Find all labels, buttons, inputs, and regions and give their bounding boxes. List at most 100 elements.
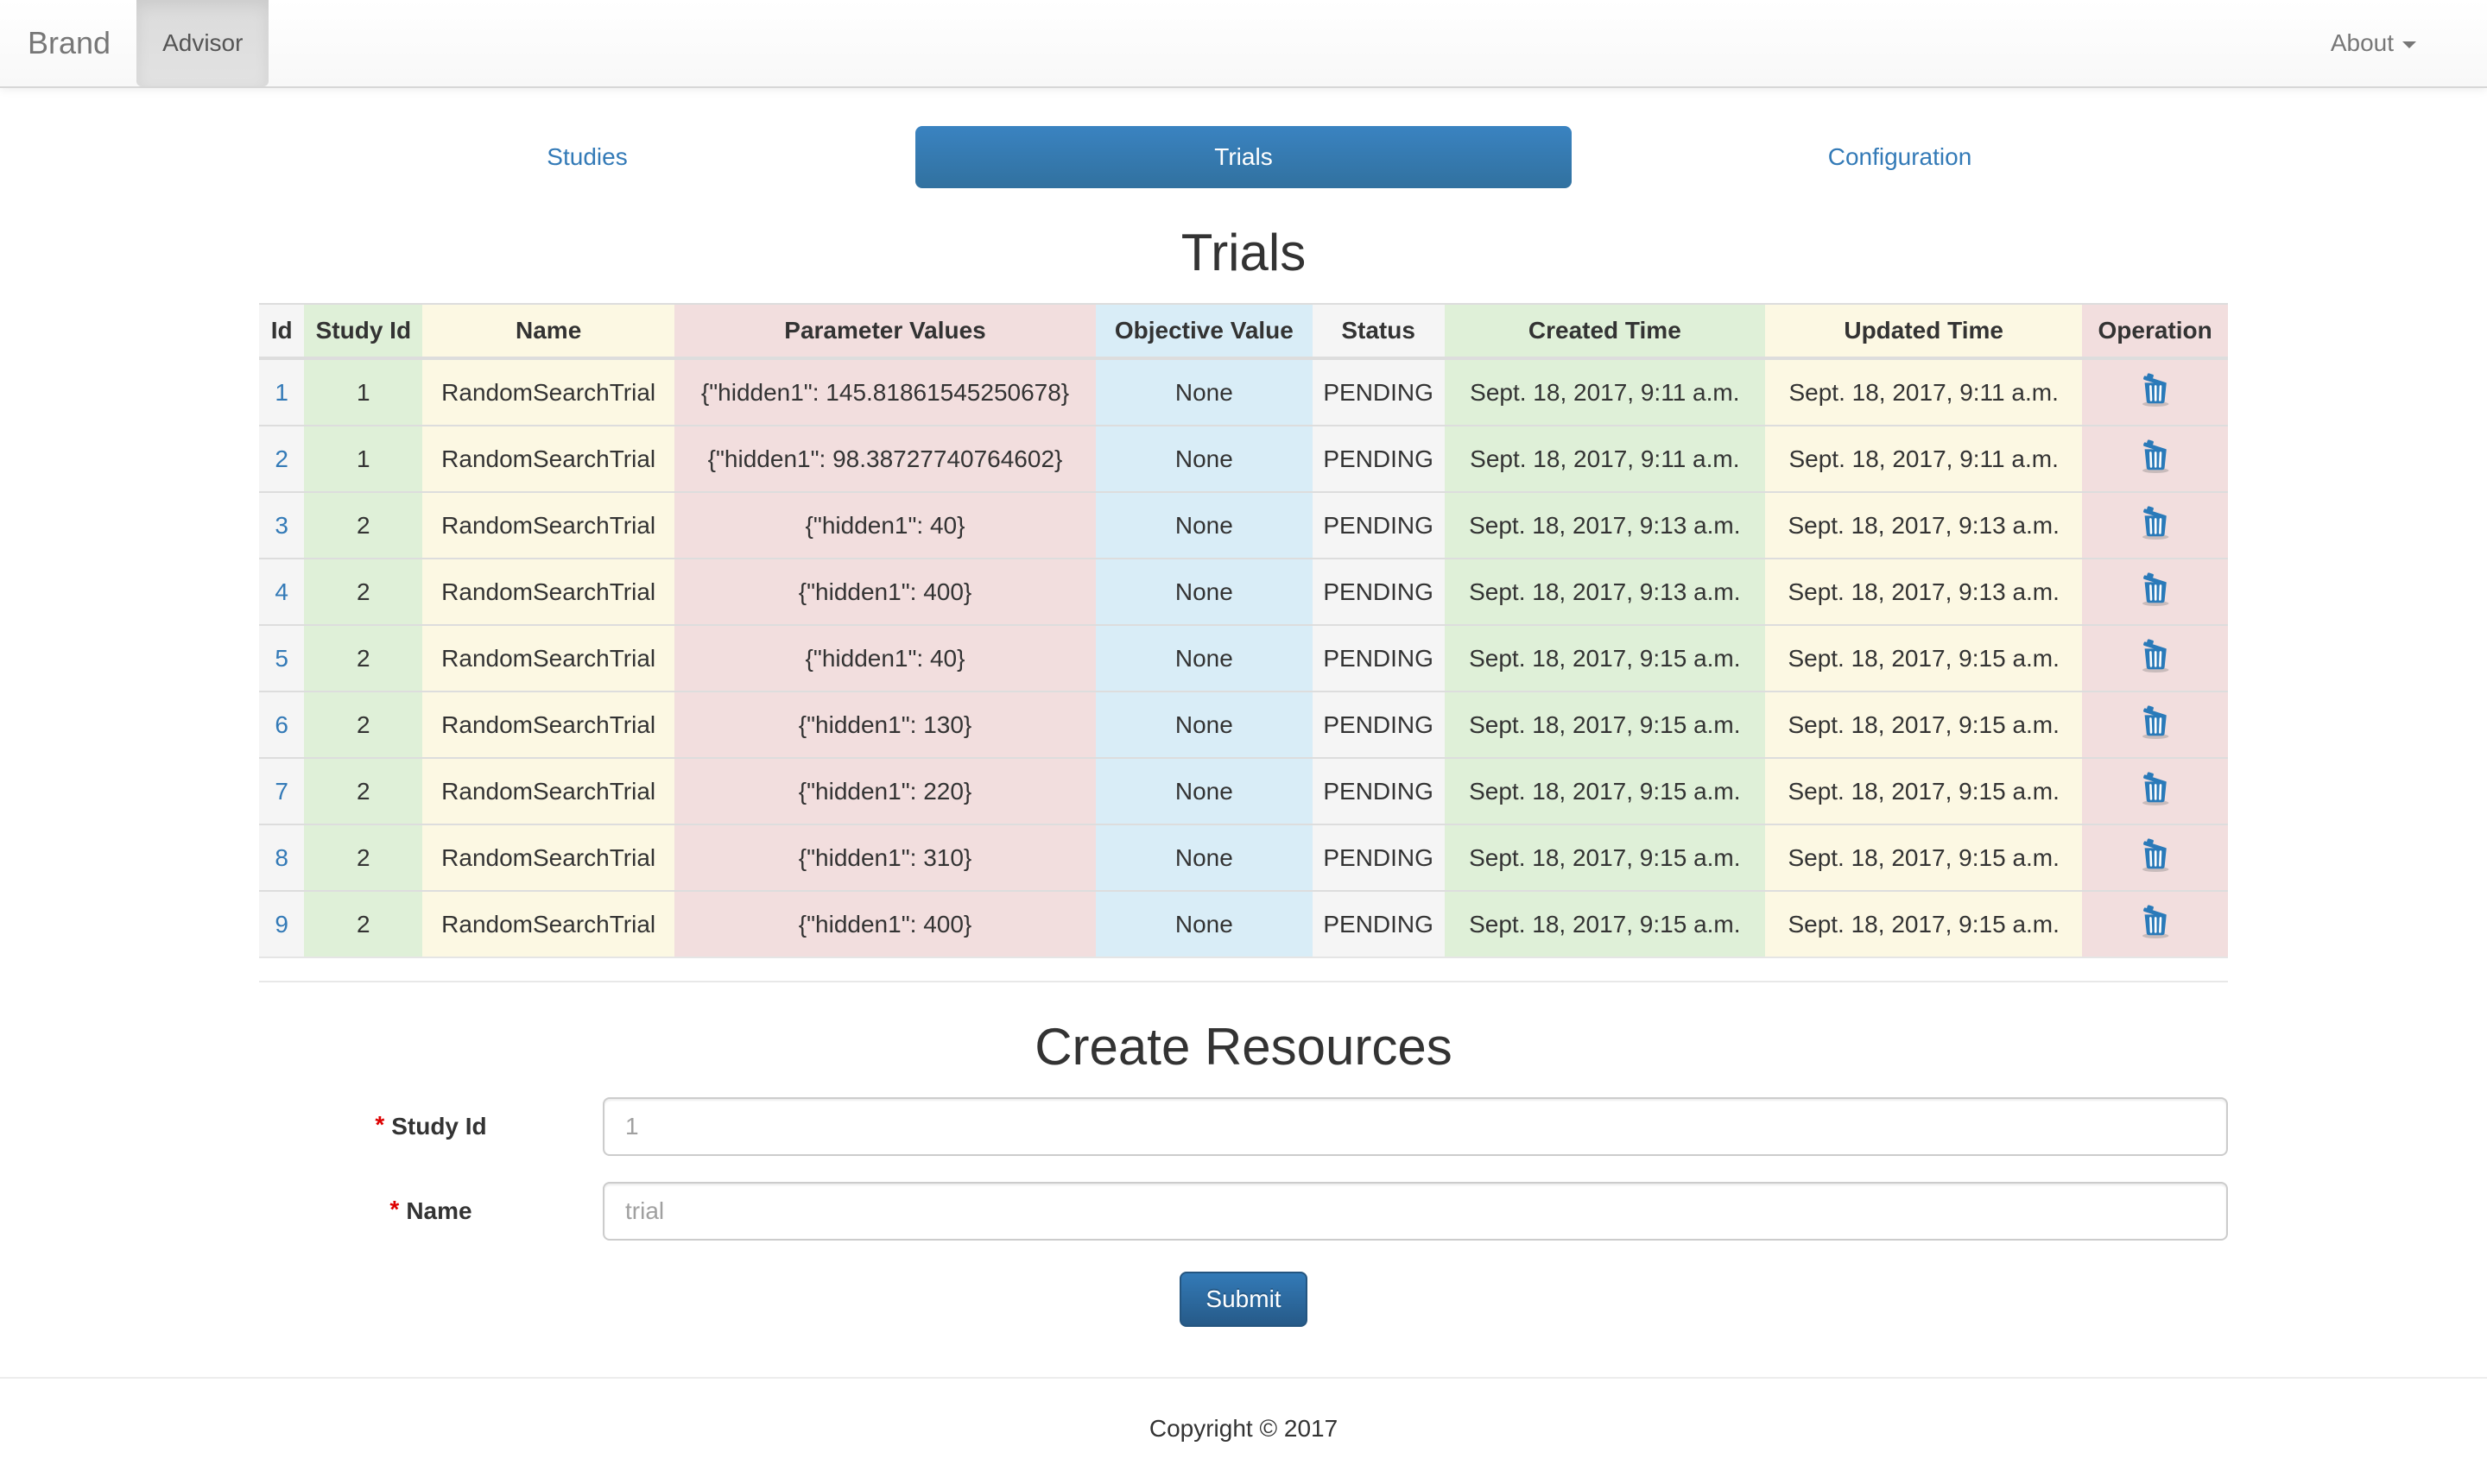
cell-operation <box>2082 890 2228 958</box>
column-header-id: Id <box>259 303 305 360</box>
trash-icon <box>2142 705 2169 739</box>
delete-trial-button[interactable] <box>2139 904 2172 938</box>
cell-id: 2 <box>259 425 305 492</box>
caret-down-icon <box>2402 41 2416 48</box>
trial-id-link[interactable]: 7 <box>275 777 288 805</box>
cell-parameter_values: {"hidden1": 130} <box>674 691 1096 758</box>
navbar: Brand Advisor About <box>0 0 2487 88</box>
tab-configuration-link[interactable]: Configuration <box>1827 143 1972 170</box>
cell-operation <box>2082 824 2228 891</box>
cell-updated_time: Sept. 18, 2017, 9:15 a.m. <box>1765 824 2083 891</box>
table-row: 1 1 RandomSearchTrial {"hidden1": 145.81861… <box>259 357 2228 426</box>
column-header-parameter_values: Parameter Values <box>674 303 1096 360</box>
cell-updated_time: Sept. 18, 2017, 9:13 a.m. <box>1765 491 2083 559</box>
page-title: Trials <box>1180 224 1307 281</box>
cell-created_time: Sept. 18, 2017, 9:15 a.m. <box>1444 691 1766 758</box>
cell-objective_value: None <box>1095 757 1313 824</box>
column-header-created_time: Created Time <box>1444 303 1766 360</box>
cell-updated_time: Sept. 18, 2017, 9:11 a.m. <box>1765 425 2083 492</box>
tab-configuration[interactable]: Configuration <box>1572 126 2228 188</box>
cell-objective_value: None <box>1095 890 1313 958</box>
delete-trial-button[interactable] <box>2139 571 2172 606</box>
cell-objective_value: None <box>1095 691 1313 758</box>
delete-trial-button[interactable] <box>2139 439 2172 473</box>
brand-link[interactable]: Brand <box>28 25 111 60</box>
cell-updated_time: Sept. 18, 2017, 9:15 a.m. <box>1765 890 2083 958</box>
delete-trial-button[interactable] <box>2139 704 2172 739</box>
study-id-field[interactable] <box>603 1097 2228 1156</box>
cell-operation <box>2082 624 2228 691</box>
table-row: 4 2 RandomSearchTrial {"hidden1": 400} None P… <box>259 558 2228 625</box>
trash-icon <box>2142 639 2169 673</box>
about-dropdown[interactable]: About <box>2305 0 2442 86</box>
trash-icon <box>2142 905 2169 938</box>
tab-trials-link[interactable]: Trials <box>915 126 1572 188</box>
cell-status: PENDING <box>1312 890 1445 958</box>
trash-icon <box>2142 772 2169 805</box>
delete-trial-button[interactable] <box>2139 372 2172 407</box>
cell-operation <box>2082 357 2228 426</box>
delete-trial-button[interactable] <box>2139 771 2172 805</box>
cell-parameter_values: {"hidden1": 98.38727740764602} <box>674 425 1096 492</box>
cell-study_id: 2 <box>304 691 423 758</box>
required-asterisk: * <box>375 1111 385 1138</box>
cell-name: RandomSearchTrial <box>422 624 675 691</box>
cell-created_time: Sept. 18, 2017, 9:15 a.m. <box>1444 624 1766 691</box>
trial-id-link[interactable]: 8 <box>275 843 288 871</box>
submit-button[interactable]: Submit <box>1180 1272 1307 1327</box>
cell-parameter_values: {"hidden1": 400} <box>674 558 1096 625</box>
name-field[interactable] <box>603 1182 2228 1241</box>
tab-trials[interactable]: Trials <box>915 126 1572 188</box>
cell-operation <box>2082 425 2228 492</box>
cell-updated_time: Sept. 18, 2017, 9:11 a.m. <box>1765 357 2083 426</box>
main-container: Studies Trials Configuration Trials Id St… <box>259 126 2228 1327</box>
cell-name: RandomSearchTrial <box>422 558 675 625</box>
cell-name: RandomSearchTrial <box>422 425 675 492</box>
cell-name: RandomSearchTrial <box>422 491 675 559</box>
delete-trial-button[interactable] <box>2139 638 2172 673</box>
cell-name: RandomSearchTrial <box>422 890 675 958</box>
column-header-objective_value: Objective Value <box>1095 303 1313 360</box>
section-tabs: Studies Trials Configuration <box>259 126 2228 188</box>
trial-id-link[interactable]: 3 <box>275 511 288 539</box>
cell-status: PENDING <box>1312 824 1445 891</box>
cell-name: RandomSearchTrial <box>422 357 675 426</box>
cell-parameter_values: {"hidden1": 40} <box>674 624 1096 691</box>
cell-study_id: 2 <box>304 491 423 559</box>
cell-updated_time: Sept. 18, 2017, 9:15 a.m. <box>1765 757 2083 824</box>
tab-studies-link[interactable]: Studies <box>547 143 628 170</box>
navbar-item-advisor[interactable]: Advisor <box>136 0 269 86</box>
cell-parameter_values: {"hidden1": 310} <box>674 824 1096 891</box>
required-asterisk: * <box>389 1196 400 1222</box>
trash-icon <box>2142 439 2169 473</box>
trash-icon <box>2142 838 2169 872</box>
cell-created_time: Sept. 18, 2017, 9:13 a.m. <box>1444 491 1766 559</box>
trial-id-link[interactable]: 2 <box>275 445 288 472</box>
trial-id-link[interactable]: 6 <box>275 710 288 738</box>
cell-name: RandomSearchTrial <box>422 757 675 824</box>
delete-trial-button[interactable] <box>2139 505 2172 540</box>
table-head: Id Study Id Name Parameter Values Objective … <box>259 303 2228 360</box>
column-header-name: Name <box>422 303 675 360</box>
cell-created_time: Sept. 18, 2017, 9:15 a.m. <box>1444 890 1766 958</box>
delete-trial-button[interactable] <box>2139 837 2172 872</box>
cell-study_id: 1 <box>304 425 423 492</box>
about-label: About <box>2330 29 2394 56</box>
cell-objective_value: None <box>1095 624 1313 691</box>
column-header-status: Status <box>1312 303 1445 360</box>
table-row: 7 2 RandomSearchTrial {"hidden1": 220} None P… <box>259 757 2228 824</box>
cell-study_id: 2 <box>304 757 423 824</box>
cell-updated_time: Sept. 18, 2017, 9:15 a.m. <box>1765 624 2083 691</box>
table-row: 5 2 RandomSearchTrial {"hidden1": 40} None PE… <box>259 624 2228 691</box>
cell-id: 1 <box>259 357 305 426</box>
trial-id-link[interactable]: 9 <box>275 910 288 938</box>
create-resources-form: *Study Id *Name Submit <box>259 1097 2228 1327</box>
trial-id-link[interactable]: 4 <box>275 578 288 605</box>
trial-id-link[interactable]: 5 <box>275 644 288 672</box>
cell-objective_value: None <box>1095 425 1313 492</box>
table-row: 6 2 RandomSearchTrial {"hidden1": 130} None P… <box>259 691 2228 758</box>
trial-id-link[interactable]: 1 <box>275 378 288 406</box>
trash-icon <box>2142 572 2169 606</box>
tab-studies[interactable]: Studies <box>259 126 915 188</box>
study-id-label: * Study Id <box>375 1111 487 1140</box>
